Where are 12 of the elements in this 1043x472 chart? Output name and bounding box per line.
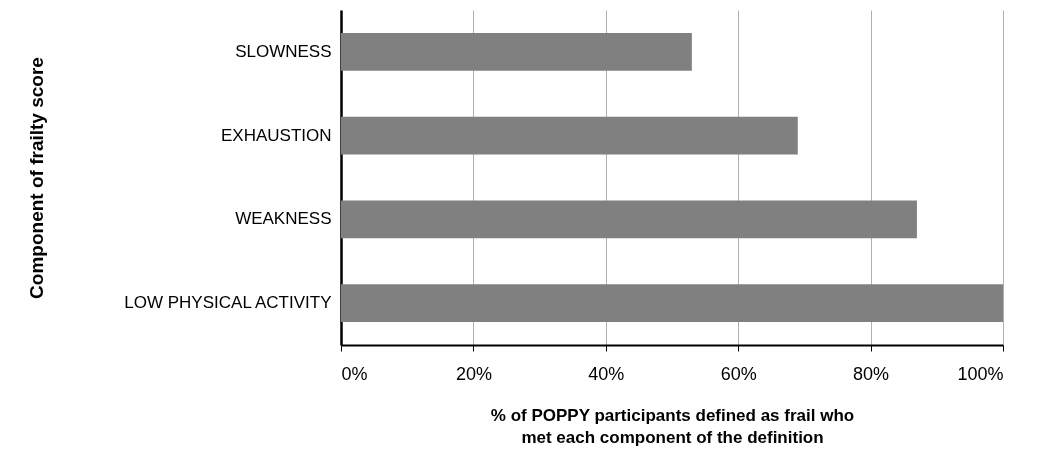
x-tick-label: 60% bbox=[720, 363, 757, 384]
x-tick-label: 40% bbox=[588, 363, 625, 384]
y-tick-label: EXHAUSTION bbox=[220, 125, 332, 145]
x-axis-title: % of POPPY participants defined as frail who met each component of the definition bbox=[490, 405, 855, 447]
y-tick-label: SLOWNESS bbox=[235, 41, 332, 61]
x-tick-label: 80% bbox=[853, 363, 890, 384]
x-tick-label: 20% bbox=[455, 363, 492, 384]
y-tick-label: WEAKNESS bbox=[235, 209, 332, 229]
y-axis-title: Component of frailty score bbox=[25, 57, 47, 299]
x-tick-label: 100% bbox=[957, 363, 1004, 384]
x-tick-label: 0% bbox=[341, 363, 368, 384]
y-tick-label: LOW PHYSICAL ACTIVITY bbox=[124, 293, 332, 313]
